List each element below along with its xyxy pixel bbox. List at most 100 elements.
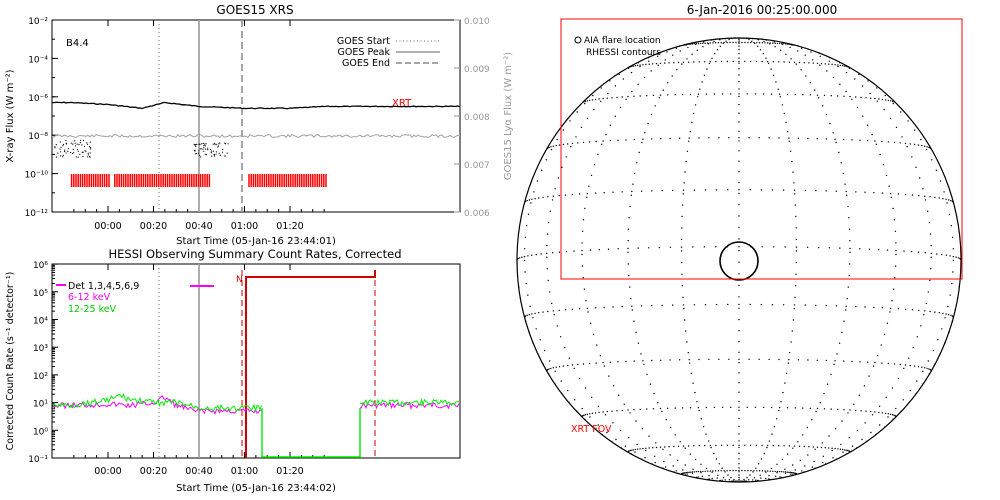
grid-dot <box>891 414 894 416</box>
grid-dot <box>922 188 924 190</box>
grid-dot <box>901 136 903 138</box>
grid-dot <box>840 162 842 164</box>
grid-dot <box>738 476 740 479</box>
grid-dot <box>767 470 769 472</box>
grid-dot <box>764 42 766 44</box>
grid-dot <box>630 71 633 74</box>
grid-dot <box>636 64 639 67</box>
grid-dot <box>684 464 686 466</box>
grid-dot <box>849 409 851 411</box>
grid-dot <box>928 221 931 224</box>
grid-dot <box>795 63 797 65</box>
grid-dot <box>560 380 562 382</box>
grid-dot <box>860 410 862 412</box>
grid-dot <box>770 406 773 409</box>
grid-dot <box>732 41 734 44</box>
grid-dot <box>786 407 789 409</box>
grid-dot <box>606 410 608 413</box>
grid-dot <box>738 192 740 195</box>
grid-dot <box>648 60 650 62</box>
grid-dot <box>853 403 855 405</box>
grid-dot <box>589 99 591 102</box>
grid-dot <box>642 447 644 450</box>
grid-dot <box>528 199 530 201</box>
grid-dot <box>733 478 735 481</box>
grid-dot <box>758 470 761 472</box>
grid-dot <box>606 97 608 99</box>
grid-dot <box>763 452 765 455</box>
grid-dot <box>545 159 547 161</box>
grid-dot <box>894 265 897 267</box>
grid-dot <box>654 461 656 464</box>
grid-dot <box>606 431 608 434</box>
grid-dot <box>786 93 789 96</box>
goes-left-tick-label: 10⁻² <box>28 17 48 27</box>
grid-dot <box>635 420 637 422</box>
grid-dot <box>804 304 806 306</box>
grid-dot <box>602 411 604 413</box>
grid-dot <box>700 463 702 465</box>
grid-dot <box>558 309 560 312</box>
grid-dot <box>584 102 586 105</box>
grid-dot <box>843 320 845 322</box>
grid-dot <box>917 144 920 146</box>
grid-dot <box>797 359 800 361</box>
grid-dot <box>592 333 595 335</box>
grid-dot <box>616 96 618 99</box>
goes-noise-dot <box>77 150 79 152</box>
grid-dot <box>864 422 866 424</box>
grid-dot <box>837 408 839 411</box>
grid-dot <box>585 300 587 302</box>
grid-dot <box>552 310 554 312</box>
grid-dot <box>588 185 590 187</box>
grid-dot <box>720 470 722 472</box>
grid-dot <box>738 140 740 142</box>
grid-dot <box>681 204 684 206</box>
goes-noise-dot <box>196 143 198 145</box>
grid-dot <box>738 296 740 298</box>
map-legend-line2: RHESSI contours <box>586 48 661 58</box>
hessi-night-label: N <box>236 275 243 285</box>
grid-dot <box>929 279 931 282</box>
grid-dot <box>711 477 713 480</box>
grid-dot <box>659 94 662 96</box>
grid-dot <box>756 42 758 44</box>
grid-dot <box>815 410 817 413</box>
grid-dot <box>588 141 591 143</box>
goes-noise-dot <box>212 143 214 145</box>
grid-dot <box>895 242 897 244</box>
grid-dot <box>744 60 746 63</box>
goes-noise-dot <box>87 154 89 156</box>
grid-dot <box>716 49 719 51</box>
grid-dot <box>789 46 791 49</box>
grid-dot <box>591 396 593 398</box>
grid-dot <box>902 399 904 401</box>
grid-dot <box>755 479 757 481</box>
grid-dot <box>886 249 889 251</box>
goes-legend: GOES Start GOES Peak GOES End <box>337 36 440 69</box>
grid-dot <box>646 373 648 376</box>
grid-dot <box>942 312 944 315</box>
grid-dot <box>727 474 729 476</box>
grid-dot <box>921 144 923 147</box>
grid-dot <box>744 444 746 446</box>
grid-dot <box>658 97 660 99</box>
grid-dot <box>612 191 614 193</box>
grid-dot <box>660 359 662 361</box>
goes-noise-dot <box>70 142 72 144</box>
grid-dot <box>804 189 806 192</box>
grid-dot <box>748 358 750 360</box>
grid-dot <box>549 210 551 212</box>
grid-dot <box>662 89 664 91</box>
grid-dot <box>882 164 885 166</box>
grid-dot <box>717 474 719 476</box>
grid-dot <box>540 253 542 255</box>
grid-dot <box>708 358 710 361</box>
grid-dot <box>924 310 926 312</box>
grid-dot <box>547 196 549 198</box>
hessi-plot-frame <box>51 263 461 459</box>
grid-dot <box>867 80 869 82</box>
grid-dot <box>758 137 760 139</box>
grid-dot <box>655 62 658 65</box>
goes-noise-dot <box>211 155 213 157</box>
